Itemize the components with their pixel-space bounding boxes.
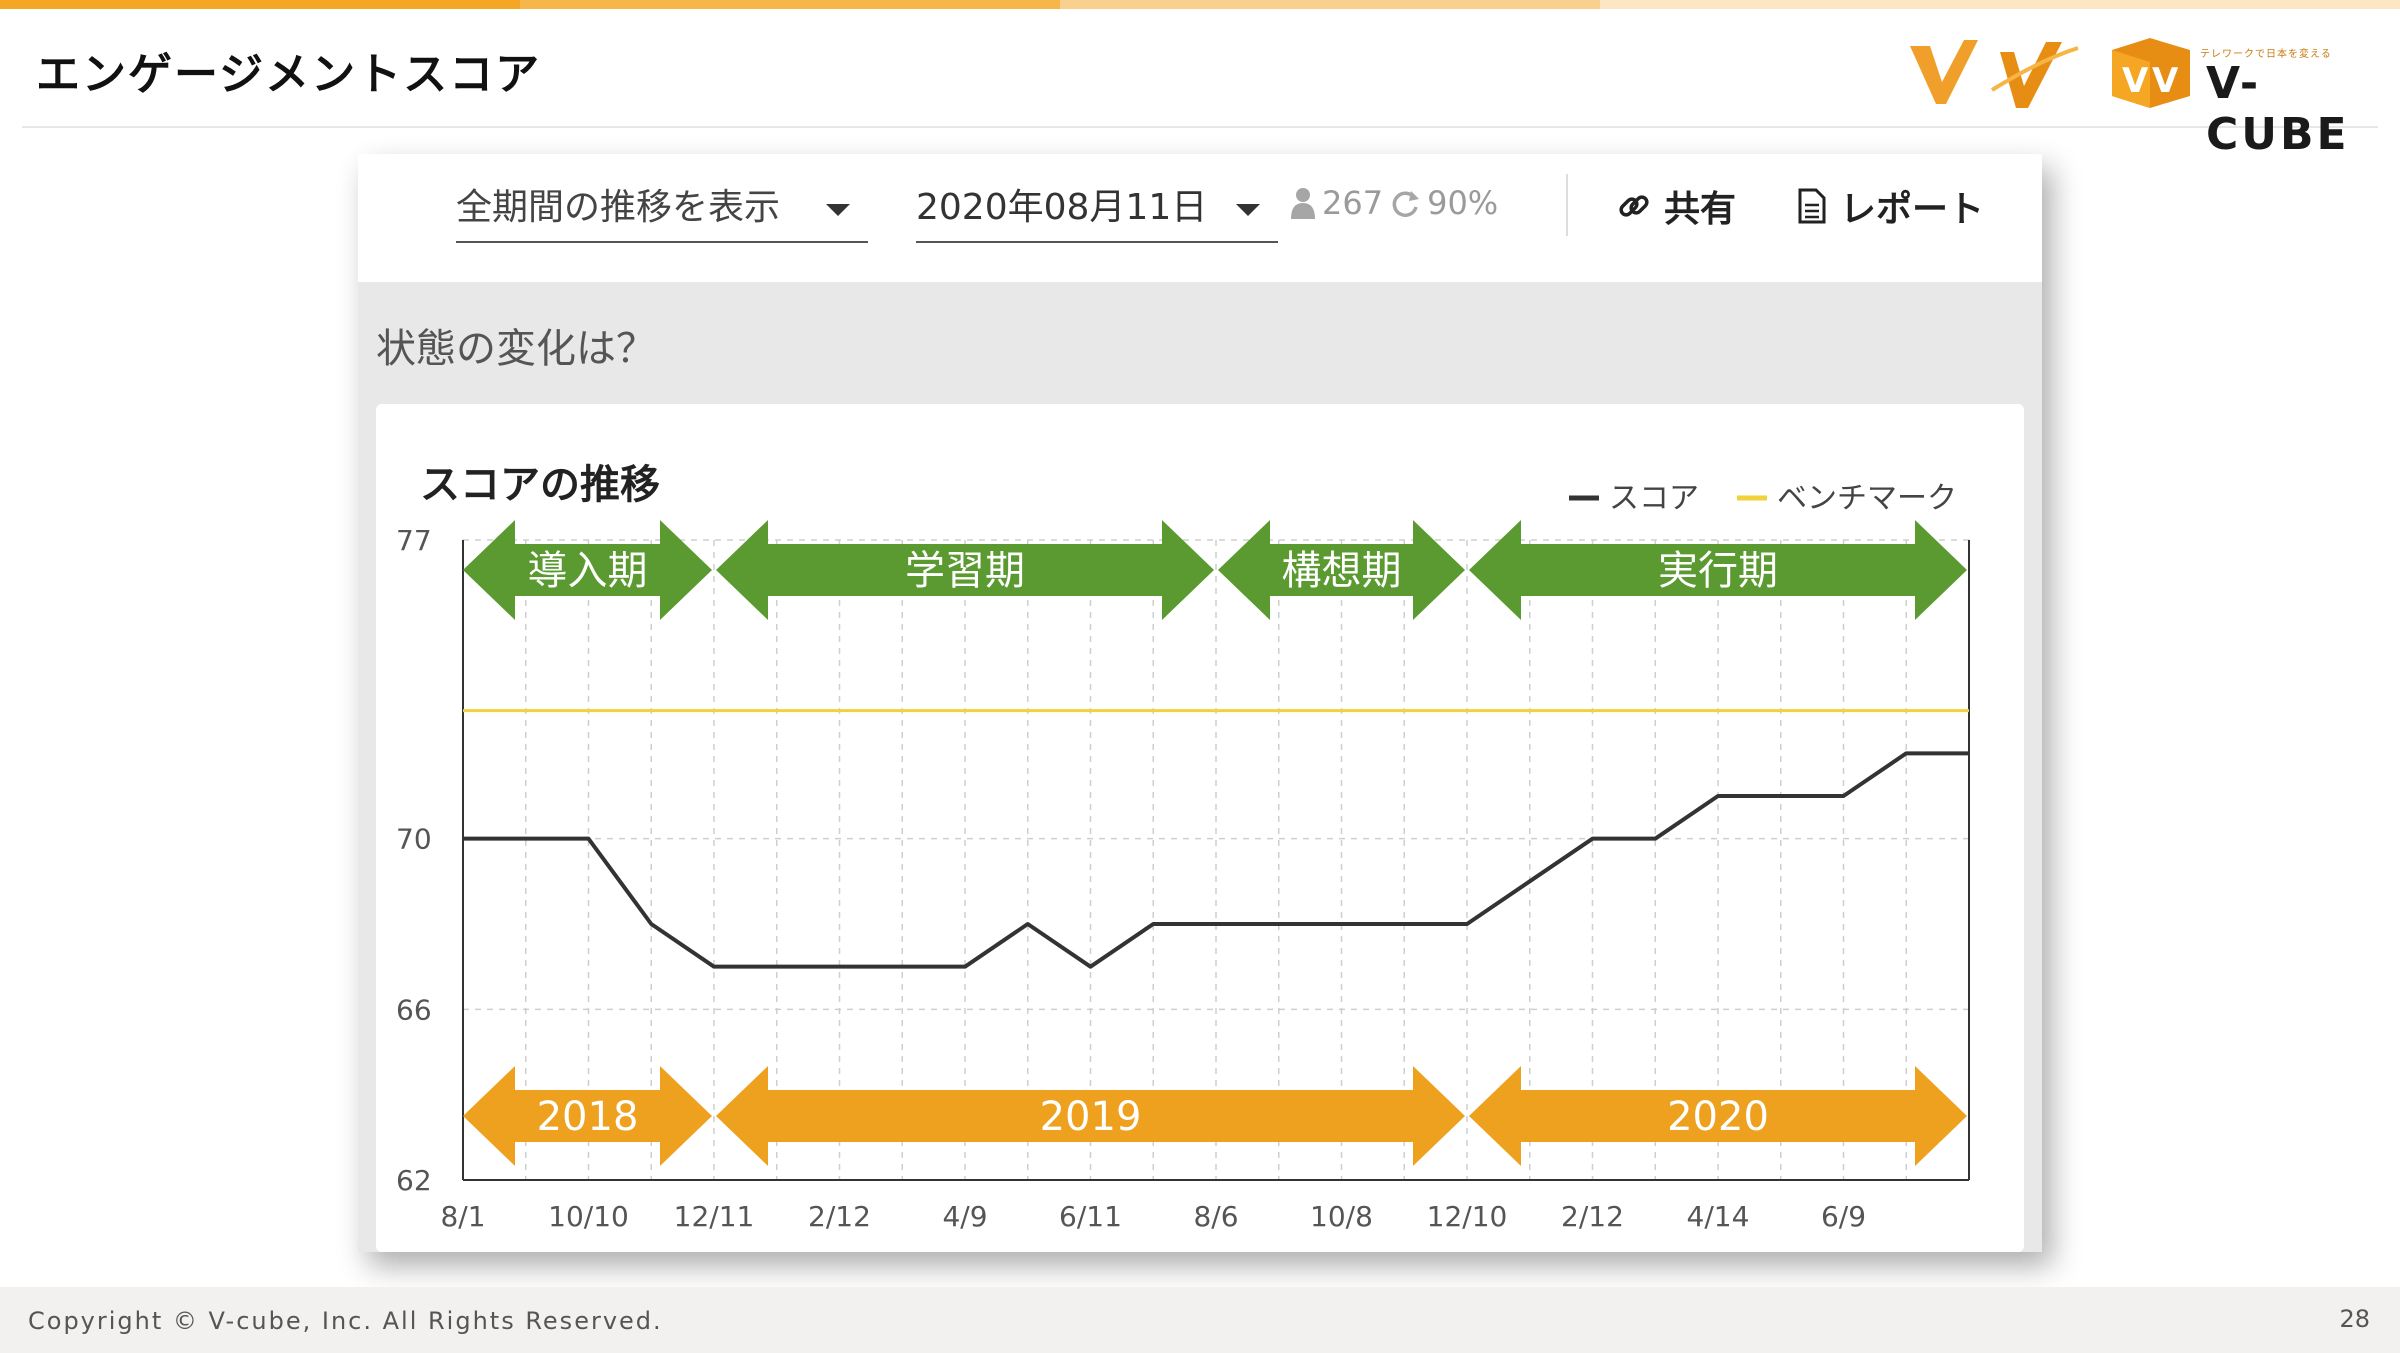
v-cube-logo: V V <box>1910 38 2190 108</box>
slide-title: エンゲージメントスコア <box>36 49 542 100</box>
x-tick-label: 2/12 <box>808 1200 871 1233</box>
report-button[interactable]: レポート <box>1796 180 1984 232</box>
x-tick-label: 8/1 <box>440 1200 485 1233</box>
legend-benchmark-label: ベンチマーク <box>1777 481 1957 516</box>
phase-label: 構想期 <box>1282 548 1402 594</box>
top-accent-stripe <box>0 0 2400 9</box>
phase-arrow <box>716 520 1214 620</box>
period-select-value: 全期間の推移を表示 <box>456 187 781 228</box>
chevron-down-icon <box>1236 204 1260 216</box>
x-tick-label: 6/11 <box>1059 1200 1122 1233</box>
share-button[interactable]: 共有 <box>1616 180 1736 232</box>
period-select[interactable]: 全期間の推移を表示 <box>456 178 868 243</box>
refresh-icon <box>1392 191 1420 217</box>
chart-title: スコアの推移 <box>420 462 660 508</box>
app-screenshot-card: 全期間の推移を表示 2020年08月11日 267 90% 共有 レポート 状態… <box>358 154 2042 1252</box>
year-arrow <box>463 1066 712 1166</box>
year-label: 2018 <box>537 1094 639 1140</box>
response-rate: 90% <box>1427 184 1499 222</box>
year-label: 2020 <box>1667 1094 1769 1140</box>
y-tick-label: 66 <box>396 993 432 1026</box>
x-tick-label: 2/12 <box>1561 1200 1624 1233</box>
chevron-down-icon <box>826 204 850 216</box>
x-tick-label: 12/10 <box>1427 1200 1508 1233</box>
phase-label: 実行期 <box>1658 548 1778 594</box>
respondent-count: 267 <box>1322 184 1384 222</box>
footer: Copyright © V-cube, Inc. All Rights Rese… <box>0 1287 2400 1353</box>
svg-text:V: V <box>2122 61 2149 101</box>
person-icon <box>1291 188 1315 219</box>
x-tick-label: 12/11 <box>674 1200 755 1233</box>
x-tick-label: 10/10 <box>548 1200 629 1233</box>
y-tick-label: 70 <box>396 823 432 856</box>
x-tick-label: 6/9 <box>1821 1200 1866 1233</box>
x-tick-label: 10/8 <box>1310 1200 1373 1233</box>
year-arrow <box>1469 1066 1967 1166</box>
score-trend-chart: 62 66 70 77 8/1 10/10 12/11 2/12 4/9 6/11 8/6 10/8 1… <box>396 481 1970 1233</box>
share-label: 共有 <box>1664 189 1737 230</box>
date-select[interactable]: 2020年08月11日 <box>916 178 1278 243</box>
score-trend-panel: スコアの推移 62 66 70 77 8/1 10/10 12/11 2/12 4/9 6/11 8… <box>376 404 2024 1252</box>
year-label: 2019 <box>1040 1094 1142 1140</box>
logo-tagline: テレワークで日本を変える <box>2200 49 2332 60</box>
year-arrow <box>716 1066 1465 1166</box>
score-series-line <box>463 751 1969 969</box>
y-tick-label: 77 <box>396 524 432 557</box>
title-divider <box>22 126 2378 128</box>
x-tick-label: 4/14 <box>1687 1200 1750 1233</box>
legend-score-label: スコア <box>1609 481 1699 516</box>
document-icon <box>1798 188 1826 224</box>
report-label: レポート <box>1840 189 1985 230</box>
page-number: 28 <box>2339 1305 2370 1333</box>
x-tick-label: 4/9 <box>942 1200 987 1233</box>
date-select-value: 2020年08月11日 <box>916 187 1208 228</box>
copyright: Copyright © V-cube, Inc. All Rights Rese… <box>28 1307 663 1335</box>
link-icon <box>1619 195 1649 217</box>
toolbar-divider <box>1566 174 1568 236</box>
svg-text:V: V <box>2152 61 2179 101</box>
response-stats: 267 90% <box>1290 184 1498 222</box>
phase-arrow <box>1469 520 1967 620</box>
logo-wordmark: V-CUBE <box>2206 58 2350 160</box>
phase-arrow <box>463 520 712 620</box>
y-tick-label: 62 <box>396 1164 432 1197</box>
toolbar: 全期間の推移を表示 2020年08月11日 267 90% 共有 レポート <box>358 154 2042 282</box>
phase-label: 導入期 <box>528 548 648 594</box>
phase-label: 学習期 <box>905 548 1025 594</box>
phase-arrow <box>1218 520 1465 620</box>
section-question: 状態の変化は？ <box>376 326 656 372</box>
x-tick-label: 8/6 <box>1193 1200 1238 1233</box>
